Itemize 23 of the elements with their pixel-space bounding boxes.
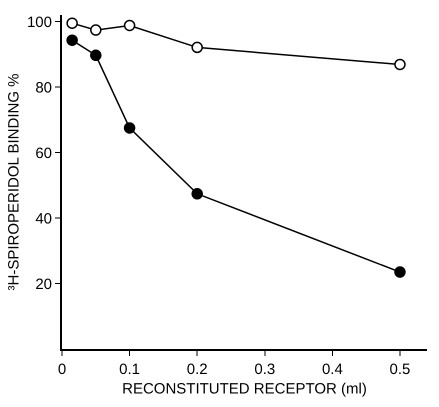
y-tick-label: 100 <box>26 14 52 31</box>
x-tick-label: 0.3 <box>254 361 276 378</box>
point <box>90 24 102 36</box>
point <box>394 58 406 70</box>
x-tick-label: 0.4 <box>322 361 343 378</box>
point <box>124 122 136 134</box>
point <box>66 17 78 29</box>
x-tick-label: 0.5 <box>390 361 410 378</box>
x-tick-label: 0.1 <box>119 361 140 378</box>
y-tick-label: 60 <box>35 144 52 162</box>
point <box>191 188 203 200</box>
point <box>66 34 78 46</box>
point <box>124 20 136 32</box>
y-tick-label: 20 <box>35 276 52 293</box>
x-axis-title: RECONSTITUTED RECEPTOR (ml) <box>122 380 367 398</box>
y-tick-label: 80 <box>35 79 52 96</box>
x-tick-label: 0 <box>58 361 66 378</box>
y-axis-title: ³H-SPIROPERIDOL BINDING % <box>6 74 23 290</box>
point <box>191 42 203 54</box>
point <box>394 266 406 278</box>
y-tick-label: 40 <box>35 210 52 228</box>
x-tick-label: 0.2 <box>186 361 208 378</box>
point <box>90 50 102 62</box>
